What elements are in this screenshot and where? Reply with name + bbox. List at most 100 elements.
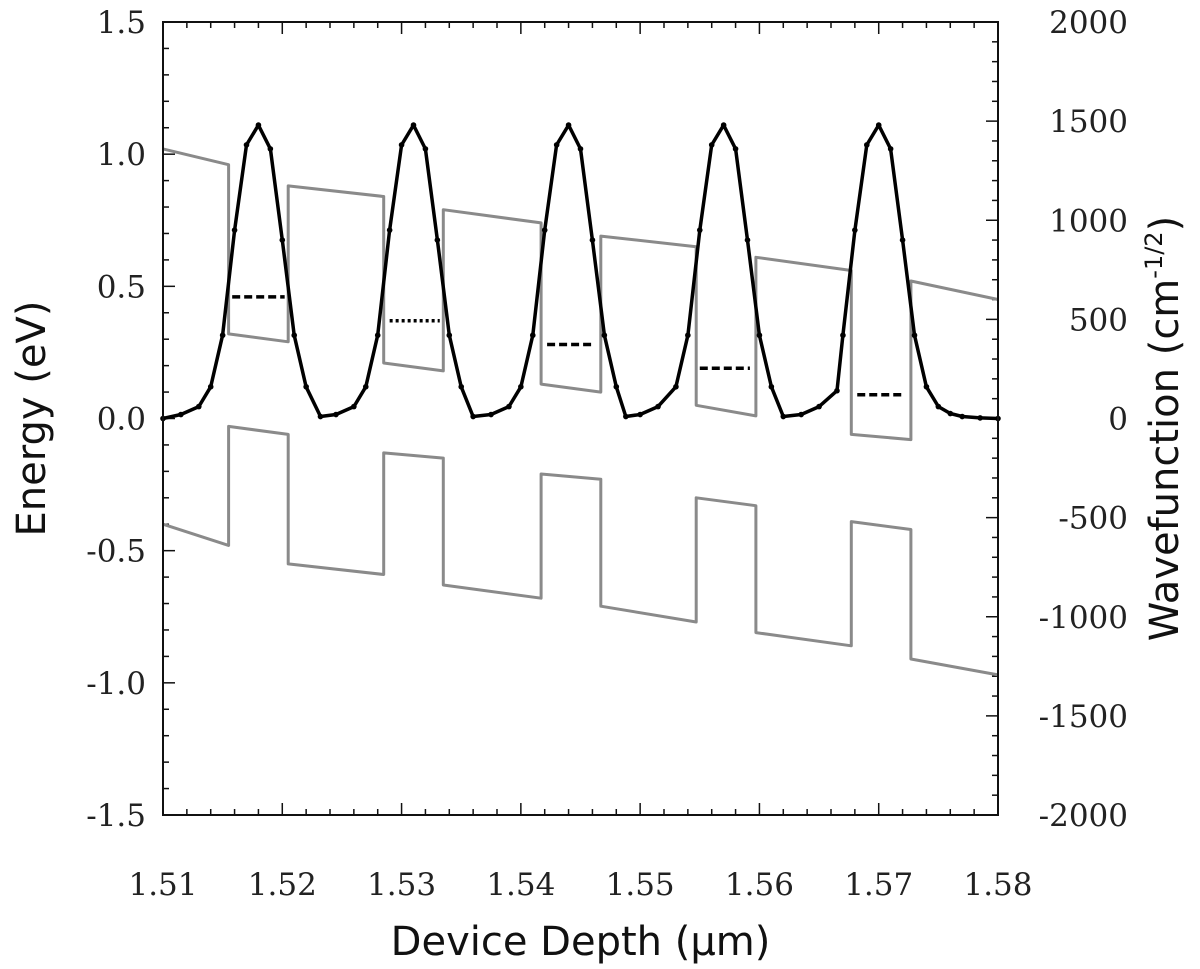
wavefunction-point xyxy=(816,403,822,410)
wavefunction-point xyxy=(458,383,465,390)
y-right-tick-label: 2000 xyxy=(1049,5,1128,41)
wavefunction-point xyxy=(613,383,620,390)
wavefunction-point xyxy=(333,411,339,418)
y-right-axis-title: Wavefunction (cm-1/2) xyxy=(1140,216,1188,641)
wavefunction-point xyxy=(488,411,494,418)
wavefunction-point xyxy=(887,146,894,152)
y-right-tick-label: 500 xyxy=(1069,302,1128,338)
y-right-tick-labels: -2000 -1500 -1000 -500 0 500 1000 1500 2000 xyxy=(1039,5,1128,834)
wavefunction-point xyxy=(267,146,274,152)
wavefunction-point xyxy=(935,403,942,410)
y-left-tick-label: -1.0 xyxy=(86,666,146,702)
x-axis-title: Device Depth (μm) xyxy=(391,919,771,965)
wavefunction-point xyxy=(863,142,870,148)
wavefunction-point xyxy=(655,403,661,410)
wavefunction-point xyxy=(708,142,715,148)
x-tick-labels: 1.51 1.52 1.53 1.54 1.55 1.56 1.57 1.58 xyxy=(128,867,1032,903)
wavefunction-point xyxy=(780,413,787,420)
x-tick-label: 1.55 xyxy=(606,867,675,903)
wavefunction-point xyxy=(291,332,298,339)
y-right-tick-label: -500 xyxy=(1058,501,1128,537)
tick-marks xyxy=(162,21,999,816)
wavefunction-point xyxy=(529,332,536,339)
plot-frame xyxy=(162,21,999,816)
energy-levels xyxy=(232,295,905,397)
wavefunction-point xyxy=(696,227,703,233)
x-tick-label: 1.52 xyxy=(248,867,317,903)
wavefunction-point xyxy=(374,332,381,339)
y-left-tick-label: -1.5 xyxy=(86,798,146,834)
x-tick-label: 1.57 xyxy=(844,867,913,903)
x-tick-label: 1.58 xyxy=(963,867,1032,903)
y-left-tick-label: 1.0 xyxy=(97,137,146,173)
wavefunction-point xyxy=(255,122,262,128)
wavefunction-point xyxy=(398,142,405,148)
wavefunction-point xyxy=(207,383,214,390)
y-left-tick-label: -0.5 xyxy=(86,534,146,570)
y-right-tick-label: -1000 xyxy=(1039,600,1128,636)
wavefunction-point xyxy=(732,146,739,152)
wavefunction-point xyxy=(798,411,804,418)
wavefunction-point xyxy=(231,227,238,233)
wavefunction-point xyxy=(470,413,476,420)
y-right-axis-title-main: Wavefunction (cm xyxy=(1142,279,1188,641)
y-left-tick-label: 0.0 xyxy=(97,402,146,438)
x-tick-label: 1.54 xyxy=(486,867,555,903)
wavefunction-point xyxy=(577,146,584,152)
wavefunction-point xyxy=(386,227,393,233)
y-left-tick-label: 0.5 xyxy=(97,269,146,305)
y-right-tick-label: 0 xyxy=(1108,402,1128,438)
wavefunction-point xyxy=(434,237,441,243)
wavefunction-point xyxy=(840,332,846,339)
wavefunction-point xyxy=(589,237,596,243)
wavefunction-point xyxy=(852,227,858,233)
wavefunction-point xyxy=(195,403,202,410)
y-left-axis-title: Energy (eV) xyxy=(9,301,55,537)
wavefunction-point xyxy=(720,122,727,128)
wavefunction-point xyxy=(303,383,309,390)
wavefunction-point xyxy=(362,383,369,390)
wavefunction-point xyxy=(977,415,983,421)
wavefunction-point xyxy=(875,122,882,128)
wavefunction-point xyxy=(553,142,560,148)
y-right-tick-label: 1500 xyxy=(1049,104,1128,140)
wavefunction-point xyxy=(623,413,629,420)
wavefunction-point xyxy=(178,411,184,418)
wavefunction-point xyxy=(899,237,906,243)
wavefunction-point xyxy=(768,383,775,390)
y-right-axis-title-sup: -1/2 xyxy=(1140,231,1168,278)
x-tick-label: 1.56 xyxy=(725,867,794,903)
wavefunction-point xyxy=(518,383,524,390)
wavefunction-point xyxy=(947,410,954,417)
wavefunction-point xyxy=(317,413,324,420)
x-tick-label: 1.53 xyxy=(367,867,436,903)
wavefunction-point xyxy=(243,142,250,148)
band-edge-series-line xyxy=(162,147,999,442)
wavefunction-point xyxy=(351,403,357,410)
wavefunction-point xyxy=(410,122,417,128)
wavefunction-point xyxy=(834,387,840,394)
wavefunction-point xyxy=(911,332,918,339)
wavefunction-point xyxy=(959,413,966,420)
series-layer xyxy=(160,122,1001,677)
y-right-axis-title-close: ) xyxy=(1142,216,1188,232)
wavefunction-point xyxy=(923,383,930,390)
wavefunction-point xyxy=(219,332,226,339)
wavefunction-point xyxy=(637,411,643,418)
wavefunction-point xyxy=(673,383,679,390)
wavefunction-point xyxy=(422,146,429,152)
wavefunction-point xyxy=(744,237,751,243)
wavefunction-point xyxy=(565,122,572,128)
wavefunction-point xyxy=(279,237,286,243)
wavefunction-point xyxy=(446,332,453,339)
y-left-tick-labels: -1.5 -1.0 -0.5 0.0 0.5 1.0 1.5 xyxy=(86,5,146,834)
wavefunction-point xyxy=(541,227,548,233)
y-right-tick-label: 1000 xyxy=(1049,203,1128,239)
wavefunction-point xyxy=(756,332,763,339)
wavefunction-point xyxy=(685,332,691,339)
y-left-tick-label: 1.5 xyxy=(97,5,146,41)
y-right-tick-label: -1500 xyxy=(1039,699,1128,735)
x-tick-label: 1.51 xyxy=(128,867,197,903)
y-right-tick-label: -2000 xyxy=(1039,798,1128,834)
